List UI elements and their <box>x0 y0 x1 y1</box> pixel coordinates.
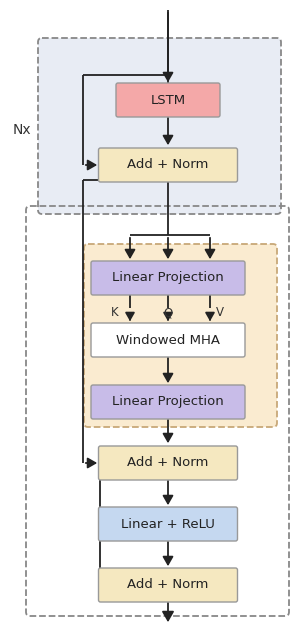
FancyBboxPatch shape <box>116 83 220 117</box>
Text: Linear Projection: Linear Projection <box>112 271 224 285</box>
Text: Linear + ReLU: Linear + ReLU <box>121 518 215 531</box>
Text: K: K <box>111 307 119 319</box>
FancyBboxPatch shape <box>99 446 237 480</box>
Text: Nx: Nx <box>13 123 31 137</box>
Text: Add + Norm: Add + Norm <box>127 159 209 172</box>
Text: Add + Norm: Add + Norm <box>127 456 209 470</box>
FancyBboxPatch shape <box>91 261 245 295</box>
Text: LSTM: LSTM <box>151 93 185 106</box>
Text: Add + Norm: Add + Norm <box>127 579 209 591</box>
FancyBboxPatch shape <box>91 385 245 419</box>
FancyBboxPatch shape <box>99 507 237 541</box>
Text: V: V <box>216 307 224 319</box>
Text: Q: Q <box>163 307 173 319</box>
FancyBboxPatch shape <box>91 323 245 357</box>
FancyBboxPatch shape <box>99 568 237 602</box>
Text: Windowed MHA: Windowed MHA <box>116 333 220 346</box>
FancyBboxPatch shape <box>38 38 281 214</box>
Text: Linear Projection: Linear Projection <box>112 396 224 408</box>
FancyBboxPatch shape <box>84 244 277 427</box>
FancyBboxPatch shape <box>99 148 237 182</box>
